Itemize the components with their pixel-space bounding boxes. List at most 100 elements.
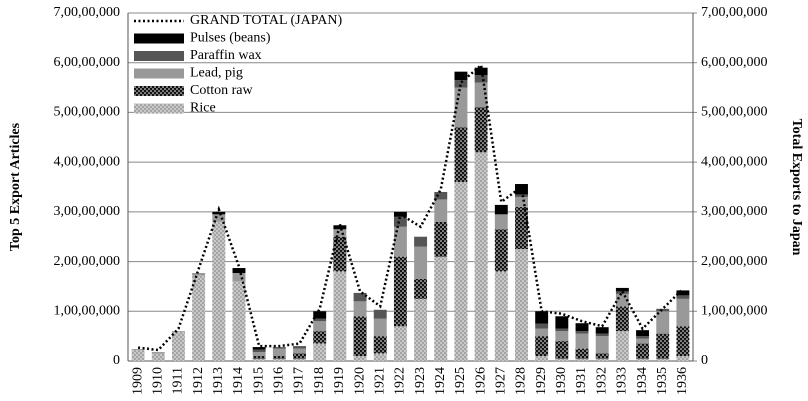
x-tick-label: 1927 bbox=[494, 367, 509, 395]
bar-segment bbox=[192, 273, 206, 276]
bar-segment bbox=[595, 353, 609, 359]
bar-segment bbox=[474, 152, 488, 361]
legend-label: Lead, pig bbox=[190, 66, 243, 81]
bar-segment bbox=[656, 308, 670, 312]
y-tick-label: 3,00,00,000 bbox=[54, 204, 121, 219]
y-tick-label: 5,00,00,000 bbox=[54, 105, 121, 120]
y2-tick-label: 4,00,00,000 bbox=[701, 154, 768, 169]
x-tick-label: 1922 bbox=[393, 367, 408, 395]
y2-tick-label: 5,00,00,000 bbox=[701, 105, 768, 120]
y-tick-label: 7,00,00,000 bbox=[54, 5, 121, 20]
x-tick-label: 1933 bbox=[615, 367, 630, 395]
x-tick-label: 1917 bbox=[292, 367, 307, 395]
x-tick-label: 1910 bbox=[150, 367, 165, 395]
x-tick-label: 1919 bbox=[332, 367, 347, 395]
x-tick-label: 1921 bbox=[372, 367, 387, 395]
legend-swatch bbox=[134, 51, 184, 61]
bar-segment bbox=[272, 347, 286, 349]
bar-segment bbox=[454, 182, 468, 361]
bar-segment bbox=[333, 236, 347, 272]
bar-segment bbox=[595, 327, 609, 334]
bar-segment bbox=[555, 316, 569, 329]
legend-swatch bbox=[134, 68, 184, 79]
y-axis-title: Top 5 Export Articles bbox=[8, 122, 23, 251]
bar-segment bbox=[636, 336, 650, 339]
legend-swatch bbox=[134, 103, 184, 114]
bar-segment bbox=[151, 352, 165, 354]
bar-segment bbox=[313, 331, 327, 344]
bar-segment bbox=[232, 273, 246, 282]
bar-segment bbox=[293, 358, 306, 361]
bar-segment bbox=[595, 336, 609, 354]
bar-segment bbox=[535, 311, 549, 324]
y-tick-label: 4,00,00,000 bbox=[54, 154, 121, 169]
bar-segment bbox=[313, 343, 327, 361]
y-tick-label: 0 bbox=[113, 353, 120, 368]
legend-label: Rice bbox=[190, 101, 216, 116]
bar-segment bbox=[373, 318, 387, 337]
bar-segment bbox=[414, 246, 428, 279]
bar-segment bbox=[252, 358, 266, 361]
bar-segment bbox=[313, 311, 327, 319]
bar-segment bbox=[434, 256, 448, 361]
bar-segment bbox=[171, 331, 185, 333]
bar-segment bbox=[252, 356, 266, 359]
x-tick-label: 1929 bbox=[534, 367, 549, 395]
bar-segment bbox=[474, 75, 488, 83]
bar-segment bbox=[595, 333, 609, 337]
y2-tick-label: 7,00,00,000 bbox=[701, 5, 768, 20]
bar-segment bbox=[555, 331, 569, 342]
bar-segment bbox=[676, 290, 690, 296]
bar-segment bbox=[676, 298, 690, 327]
bar-segment bbox=[636, 358, 650, 361]
bar-segment bbox=[414, 278, 428, 299]
bar-segment bbox=[414, 236, 428, 247]
bar-segment bbox=[353, 316, 367, 357]
legend-label: Cotton raw bbox=[190, 83, 253, 98]
bar-segment bbox=[353, 292, 367, 302]
x-tick-label: 1912 bbox=[191, 367, 206, 395]
bar-segment bbox=[676, 356, 690, 361]
bar-segment bbox=[434, 221, 448, 257]
legend-label: Pulses (beans) bbox=[190, 31, 271, 46]
bar-segment bbox=[494, 229, 508, 272]
bar-segment bbox=[131, 350, 145, 361]
bar-segment bbox=[454, 80, 468, 88]
bar-segment bbox=[293, 348, 306, 354]
bar-segment bbox=[434, 199, 448, 222]
bar-segment bbox=[656, 311, 670, 334]
bar-segment bbox=[535, 328, 549, 337]
bar-segment bbox=[535, 356, 549, 361]
bar-segment bbox=[293, 346, 306, 349]
bar-segment bbox=[434, 191, 448, 200]
bar-segment bbox=[353, 356, 367, 361]
bar-segment bbox=[494, 271, 508, 361]
bar-segment bbox=[272, 356, 286, 359]
bar-segment bbox=[333, 271, 347, 361]
bar-segment bbox=[656, 358, 670, 361]
bar-segment bbox=[615, 287, 629, 292]
x-tick-label: 1936 bbox=[675, 367, 690, 395]
x-tick-label: 1915 bbox=[251, 367, 266, 395]
x-tick-label: 1911 bbox=[171, 367, 186, 394]
bar-segment bbox=[615, 306, 629, 332]
y2-tick-label: 6,00,00,000 bbox=[701, 55, 768, 70]
bar-segment bbox=[454, 87, 468, 128]
bar-segment bbox=[474, 107, 488, 153]
bar-segment bbox=[515, 196, 528, 207]
bar-segment bbox=[474, 82, 488, 108]
x-tick-label: 1914 bbox=[231, 367, 246, 395]
x-tick-label: 1916 bbox=[272, 367, 287, 395]
bar-segment bbox=[454, 71, 468, 81]
bar-segment bbox=[676, 295, 690, 299]
bar-segment bbox=[252, 352, 266, 357]
bar-segment bbox=[232, 281, 246, 361]
y2-tick-label: 1,00,00,000 bbox=[701, 304, 768, 319]
bar-segment bbox=[393, 216, 407, 227]
x-tick-label: 1925 bbox=[453, 367, 468, 395]
bar-segment bbox=[293, 353, 306, 359]
bar-segment bbox=[212, 214, 226, 222]
x-tick-label: 1928 bbox=[514, 367, 529, 395]
legend-label: Paraffin wax bbox=[190, 48, 262, 63]
x-tick-label: 1923 bbox=[413, 367, 428, 395]
